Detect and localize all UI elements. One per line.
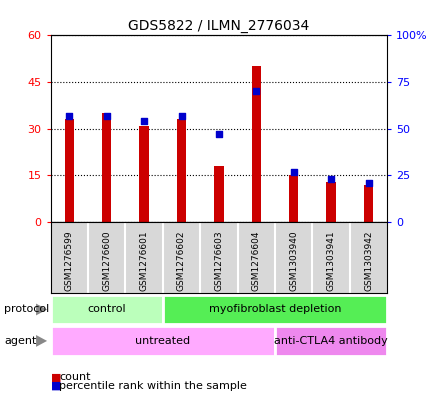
Bar <box>252 66 261 222</box>
Text: GSM1303941: GSM1303941 <box>326 231 336 291</box>
Polygon shape <box>36 335 47 347</box>
Point <box>141 118 148 124</box>
Text: GSM1276604: GSM1276604 <box>252 231 261 291</box>
Bar <box>139 126 149 222</box>
Text: control: control <box>88 305 126 314</box>
Bar <box>102 113 111 222</box>
Point <box>365 180 372 186</box>
Bar <box>214 166 224 222</box>
Text: percentile rank within the sample: percentile rank within the sample <box>59 381 247 391</box>
Point <box>178 112 185 119</box>
Text: GSM1303940: GSM1303940 <box>289 231 298 291</box>
Text: ■: ■ <box>51 381 65 391</box>
Point <box>327 176 335 182</box>
Polygon shape <box>36 303 47 315</box>
Point <box>216 131 223 138</box>
Text: GSM1276599: GSM1276599 <box>65 231 74 291</box>
Text: GSM1276600: GSM1276600 <box>102 231 111 291</box>
Bar <box>51 326 275 356</box>
Text: agent: agent <box>4 336 37 346</box>
Bar <box>177 119 186 222</box>
Text: anti-CTLA4 antibody: anti-CTLA4 antibody <box>274 336 388 346</box>
Text: untreated: untreated <box>135 336 191 346</box>
Bar <box>326 182 336 222</box>
Bar <box>289 175 298 222</box>
Point <box>66 112 73 119</box>
Bar <box>163 295 387 324</box>
Text: GSM1303942: GSM1303942 <box>364 231 373 291</box>
Bar <box>51 295 163 324</box>
Bar <box>65 119 74 222</box>
Point <box>290 169 297 175</box>
Bar <box>275 326 387 356</box>
Text: GSM1276601: GSM1276601 <box>139 231 149 291</box>
Title: GDS5822 / ILMN_2776034: GDS5822 / ILMN_2776034 <box>128 19 309 33</box>
Bar <box>364 185 373 222</box>
Point <box>253 88 260 94</box>
Text: myofibroblast depletion: myofibroblast depletion <box>209 305 341 314</box>
Text: ■: ■ <box>51 372 65 382</box>
Text: GSM1276602: GSM1276602 <box>177 231 186 291</box>
Text: protocol: protocol <box>4 305 50 314</box>
Text: GSM1276603: GSM1276603 <box>214 231 224 291</box>
Text: count: count <box>59 372 91 382</box>
Point <box>103 112 110 119</box>
